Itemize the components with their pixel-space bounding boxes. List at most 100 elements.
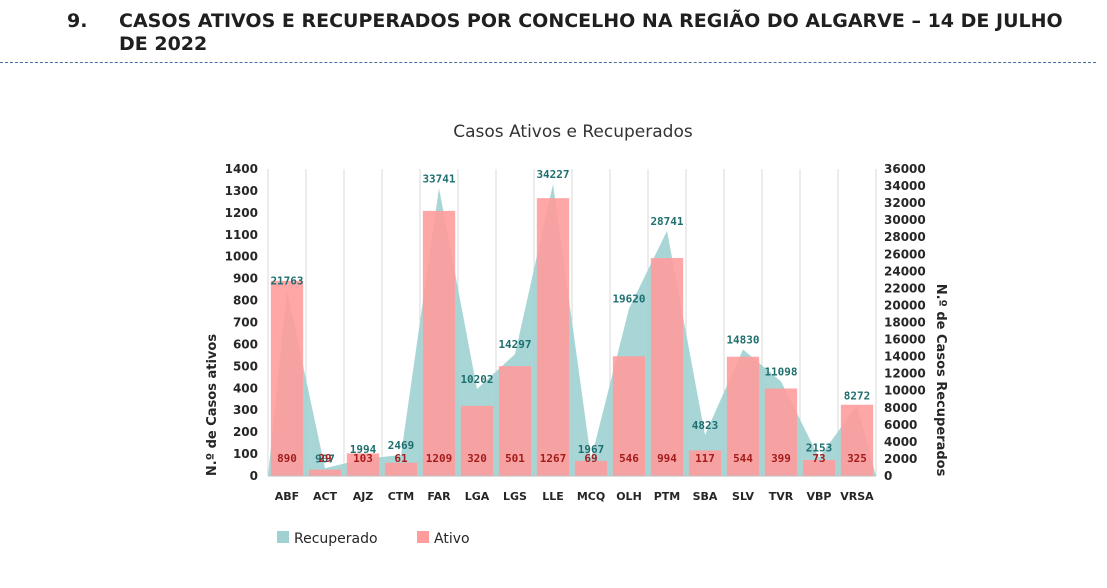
- x-tick-label-lle: LLE: [542, 490, 564, 503]
- x-tick-label-far: FAR: [427, 490, 451, 503]
- recuperado-label-sba: 4823: [692, 419, 719, 432]
- y2-tick-label: 20000: [884, 298, 926, 312]
- ativo-label-slv: 544: [733, 452, 753, 465]
- y2-tick-label: 22000: [884, 281, 926, 295]
- y2-tick-label: 0: [884, 469, 892, 483]
- x-tick-label-sba: SBA: [693, 490, 718, 503]
- recuperado-label-abf: 21763: [270, 274, 303, 287]
- recuperado-area: [268, 184, 876, 476]
- y2-tick-label: 16000: [884, 333, 926, 347]
- x-tick-label-lga: LGA: [465, 490, 490, 503]
- x-tick-label-ctm: CTM: [388, 490, 415, 503]
- y-tick-label: 500: [233, 359, 258, 373]
- ativo-bar-far: [422, 210, 456, 476]
- x-tick-label-mcq: MCQ: [577, 490, 605, 503]
- y-axis-title: N.º de Casos ativos: [205, 334, 220, 476]
- recuperado-label-far: 33741: [422, 172, 455, 185]
- recuperado-area-series: [268, 184, 876, 476]
- y2-tick-label: 18000: [884, 316, 926, 330]
- ativo-bar-slv: [726, 356, 760, 476]
- ativo-label-mcq: 69: [584, 452, 597, 465]
- primary-y-axis: 0 100 200 300 400 500 600 700 800 900 1000 1100 1200…: [225, 162, 258, 483]
- y-tick-label: 900: [233, 272, 258, 286]
- legend-swatch-recuperado: [277, 531, 289, 543]
- y-tick-label: 400: [233, 381, 258, 395]
- ativo-bar-act: [308, 469, 342, 476]
- ativo-bar-lga: [460, 405, 494, 476]
- ativo-label-olh: 546: [619, 452, 639, 465]
- section-divider: [0, 62, 1096, 63]
- ativo-bar-series: [270, 198, 874, 477]
- recuperado-label-mcq: 1967: [578, 443, 605, 456]
- x-tick-label-tvr: TVR: [769, 490, 794, 503]
- ativo-bar-vbp: [802, 459, 836, 476]
- ativo-bar-ajz: [346, 453, 380, 476]
- recuperado-label-ctm: 2469: [388, 439, 415, 452]
- chart-title: Casos Ativos e Recuperados: [453, 122, 693, 142]
- x-tick-label-ajz: AJZ: [353, 490, 374, 503]
- ativo-bar-mcq: [574, 460, 608, 476]
- ativo-label-ptm: 994: [657, 452, 677, 465]
- recuperado-label-ajz: 1994: [350, 443, 377, 456]
- y-tick-label: 800: [233, 294, 258, 308]
- recuperado-label-olh: 19620: [612, 293, 645, 306]
- y2-tick-label: 28000: [884, 230, 926, 244]
- recuperado-label-slv: 14830: [726, 334, 759, 347]
- ativo-bar-tvr: [764, 388, 798, 476]
- x-tick-label-ptm: PTM: [654, 490, 681, 503]
- recuperado-label-lle: 34227: [536, 168, 569, 181]
- recuperado-label-act: 907: [315, 452, 335, 465]
- y2-tick-label: 2000: [884, 452, 917, 466]
- y2-tick-label: 24000: [884, 264, 926, 278]
- ativo-label-ctm: 61: [394, 452, 408, 465]
- y-tick-label: 100: [233, 447, 258, 461]
- section-number: 9.: [67, 10, 88, 32]
- x-tick-label-olh: OLH: [616, 490, 642, 503]
- ativo-label-lga: 320: [467, 452, 487, 465]
- x-tick-label-act: ACT: [313, 490, 338, 503]
- y2-tick-label: 4000: [884, 435, 917, 449]
- y-tick-label: 700: [233, 316, 258, 330]
- y2-tick-label: 14000: [884, 350, 926, 364]
- ativo-label-lgs: 501: [505, 452, 525, 465]
- recuperado-label-lgs: 14297: [498, 338, 531, 351]
- ativo-bar-olh: [612, 356, 646, 476]
- ativo-bar-ptm: [650, 258, 684, 476]
- y-tick-label: 200: [233, 425, 258, 439]
- y2-tick-label: 26000: [884, 247, 926, 261]
- ativo-bar-ctm: [384, 462, 418, 476]
- y2-tick-label: 10000: [884, 384, 926, 398]
- legend-label-recuperado: Recuperado: [294, 531, 378, 547]
- recuperado-label-tvr: 11098: [764, 365, 797, 378]
- y2-tick-label: 6000: [884, 418, 917, 432]
- y-tick-label: 0: [250, 469, 258, 483]
- x-tick-label-vrsa: VRSA: [840, 490, 874, 503]
- y2-tick-label: 36000: [884, 162, 926, 176]
- y2-tick-label: 32000: [884, 196, 926, 210]
- secondary-y-axis: 0 2000 4000 6000 8000 10000 12000 14000 16000 180…: [884, 162, 926, 483]
- x-axis: ABF ACT AJZ CTM FAR LGA LGS LLE MCQ OLH PTM SBA SLV T…: [268, 475, 876, 503]
- y2-axis-title: N.º de Casos Recuperados: [933, 284, 948, 477]
- y2-tick-label: 8000: [884, 401, 917, 415]
- ativo-bar-abf: [270, 280, 304, 476]
- y-tick-label: 1200: [225, 206, 258, 220]
- y-tick-label: 1000: [225, 250, 258, 264]
- x-tick-label-lgs: LGS: [503, 490, 527, 503]
- y-tick-label: 1300: [225, 184, 258, 198]
- y-tick-label: 1100: [225, 228, 258, 242]
- legend: Recuperado Ativo: [277, 531, 470, 547]
- ativo-label-far: 1209: [426, 452, 453, 465]
- ativo-label-abf: 890: [277, 452, 297, 465]
- ativo-bar-lle: [536, 198, 570, 477]
- y-tick-label: 600: [233, 337, 258, 351]
- ativo-label-tvr: 399: [771, 452, 791, 465]
- ativo-label-lle: 1267: [540, 452, 567, 465]
- ativo-label-vrsa: 325: [847, 452, 867, 465]
- ativo-label-vbp: 73: [812, 452, 825, 465]
- recuperado-label-vrsa: 8272: [844, 389, 871, 402]
- y-tick-label: 1400: [225, 162, 258, 176]
- recuperado-label-lga: 10202: [460, 373, 493, 386]
- legend-label-ativo: Ativo: [434, 531, 470, 547]
- x-tick-label-vbp: VBP: [807, 490, 832, 503]
